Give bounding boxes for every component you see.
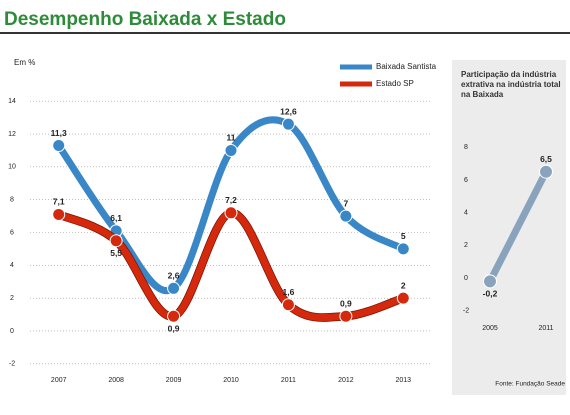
x-tick-label: 2005 [482,325,498,332]
x-tick-label: 2009 [166,377,182,384]
point [281,117,295,131]
value-label: 6,5 [540,154,552,164]
y-tick-label: -2 [463,308,469,315]
y-tick-label: 4 [10,262,14,269]
value-label: 0,9 [340,298,352,308]
point [224,206,238,220]
x-tick-label: 2011 [281,377,296,384]
x-tick-label: 2008 [108,377,124,384]
x-tick-label: 2011 [538,325,553,332]
value-label: 7,1 [53,197,65,207]
y-tick-label: -2 [9,361,15,368]
panel-title: Participação da indústria extrativa na i… [461,70,561,99]
y-tick-label: 14 [8,98,16,105]
point [109,234,123,248]
y-axis-label: Em % [14,58,35,67]
y-tick-label: 8 [10,197,14,204]
line [486,168,550,285]
value-label: 2,6 [168,271,180,281]
y-tick-label: 6 [464,177,468,184]
y-tick-label: 8 [464,144,468,151]
value-label: 1,6 [283,287,295,297]
point [167,309,181,323]
value-label: 12,6 [280,106,297,116]
x-tick-label: 2010 [223,377,239,384]
legend-label: Estado SP [376,79,414,88]
point [52,207,66,221]
value-label: 7 [343,198,348,208]
point [483,274,497,289]
x-tick-label: 2007 [51,377,67,384]
x-tick-label: 2012 [338,377,354,384]
value-label: 11,3 [51,128,67,138]
y-tick-label: 2 [464,242,468,249]
y-tick-label: 10 [8,164,16,171]
value-label: 7,2 [225,195,237,205]
value-label: 5,5 [110,248,122,258]
value-label: 2 [401,280,406,290]
x-tick-label: 2013 [395,377,411,384]
y-tick-label: 2 [10,295,14,302]
value-label: 5 [401,231,406,241]
y-tick-label: 0 [464,275,468,282]
point [339,309,353,323]
y-tick-label: 0 [10,328,14,335]
point [281,298,295,312]
value-label: 11 [227,133,236,143]
point [396,242,410,256]
value-label: 0,9 [168,323,180,333]
point [539,164,553,179]
y-tick-label: 12 [8,131,16,138]
point [52,139,66,153]
point [224,143,238,157]
y-tick-label: 6 [10,229,14,236]
point [396,291,410,305]
point [167,281,181,295]
title-rule [0,32,570,34]
point [339,209,353,223]
legend-label: Baixada Santista [376,62,437,71]
source: Fonte: Fundação Seade [495,381,565,388]
value-label: 6,1 [110,213,122,223]
side-panel [452,60,566,395]
y-tick-label: 4 [464,209,468,216]
page-title: Desempenho Baixada x Estado [4,9,286,30]
value-label: -0,2 [483,289,498,299]
